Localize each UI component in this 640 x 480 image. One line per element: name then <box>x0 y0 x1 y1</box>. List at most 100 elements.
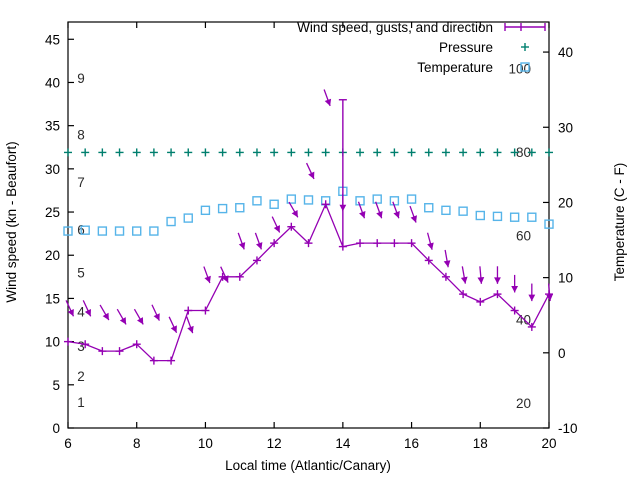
arrow-head <box>308 171 315 179</box>
arrow-head <box>84 308 92 317</box>
temperature-marker <box>132 226 142 236</box>
wind-direction-arrow <box>203 266 211 284</box>
x-tick-label: 20 <box>541 436 556 451</box>
arrow-head <box>339 204 347 212</box>
x-axis-label: Local time (Atlantic/Canary) <box>225 458 391 473</box>
arrow-head <box>546 294 553 302</box>
wind-direction-arrow <box>99 304 110 321</box>
wind-direction-arrow <box>357 201 366 219</box>
temperature-marker <box>406 194 417 204</box>
temperature-marker <box>63 226 73 236</box>
temperature-marker <box>458 206 468 216</box>
y-tick-label: 45 <box>45 32 60 47</box>
temperature-marker <box>544 219 554 229</box>
wind-direction-arrow <box>116 308 127 325</box>
beaufort-label: 9 <box>77 71 85 86</box>
temperature-marker <box>269 199 279 209</box>
temperature-marker <box>303 195 314 205</box>
wind-direction-arrow <box>271 216 281 233</box>
arrow-head <box>376 210 383 219</box>
arrow-head <box>238 242 246 250</box>
legend-label: Pressure <box>439 40 493 55</box>
arrow-head <box>494 277 501 284</box>
arrow-head <box>528 294 536 302</box>
y2-tick-label: 20 <box>558 195 573 210</box>
y-tick-label: 30 <box>45 162 60 177</box>
plot-frame <box>67 21 550 429</box>
y2-tick-label: -10 <box>558 421 578 436</box>
wind-direction-arrow <box>392 201 400 219</box>
arrow-head <box>204 275 211 284</box>
temperature-marker <box>492 211 503 222</box>
y2-tick-label: 40 <box>558 45 573 60</box>
temperature-marker <box>372 194 382 204</box>
x-tick-label: 16 <box>404 436 419 451</box>
arrow-head <box>102 312 109 321</box>
temperature-marker <box>424 203 434 213</box>
y2-tick-label: 30 <box>558 120 573 135</box>
wind-direction-arrow <box>409 205 417 223</box>
y2-axis-ticks: -10 0 10 20 30 40 <box>543 45 578 436</box>
wind-direction-arrow <box>186 316 194 334</box>
y-tick-label: 5 <box>52 378 60 393</box>
fahrenheit-label: 20 <box>516 396 531 411</box>
y2-tick-label: 10 <box>558 271 573 286</box>
y-tick-label: 20 <box>45 248 60 263</box>
plot-border <box>67 21 550 429</box>
temperature-marker <box>441 205 451 216</box>
wind-direction-arrow <box>305 162 315 180</box>
series-wind-speed <box>64 99 553 365</box>
wind-direction-arrow <box>288 201 299 218</box>
temperature-marker <box>114 226 125 236</box>
series-pressure <box>64 148 553 157</box>
wind-direction-arrow <box>254 232 263 250</box>
y-tick-label: 0 <box>52 421 60 436</box>
wind-direction-arrow <box>151 304 160 321</box>
arrow-head <box>359 210 366 219</box>
arrow-head <box>291 209 298 218</box>
y-tick-label: 10 <box>45 335 60 350</box>
wind-direction-arrow <box>494 266 501 284</box>
arrow-head <box>427 242 434 250</box>
temperature-marker <box>475 210 485 221</box>
arrow-head <box>460 276 468 284</box>
beaufort-label: 2 <box>77 369 85 384</box>
beaufort-label: 5 <box>77 266 85 281</box>
wind-direction-arrow <box>546 283 553 302</box>
beaufort-label: 3 <box>77 339 85 354</box>
beaufort-label: 4 <box>77 304 85 319</box>
wind-direction-arrow <box>220 266 229 283</box>
temperature-marker <box>527 212 537 222</box>
temperature-marker <box>80 225 90 235</box>
wind-direction-arrow <box>511 274 519 293</box>
beaufort-label: 8 <box>77 127 85 142</box>
arrow-head <box>153 313 160 321</box>
temperature-marker <box>166 216 176 227</box>
wind-direction-arrow <box>460 266 468 284</box>
y-tick-label: 25 <box>45 205 60 220</box>
wind-direction-arrow <box>528 283 536 302</box>
arrow-head <box>324 98 332 106</box>
y-tick-label: 40 <box>45 75 60 90</box>
arrow-head <box>137 317 144 325</box>
arrow-head <box>410 215 417 223</box>
x-axis-ticks: 6 8 10 12 14 16 18 20 <box>64 22 557 451</box>
wind-direction-arrow <box>323 89 332 107</box>
fahrenheit-label: 40 <box>516 313 531 328</box>
wind-direction-arrows <box>65 89 553 334</box>
legend-label: Temperature <box>417 60 493 75</box>
temperature-marker <box>149 226 159 236</box>
arrow-head <box>443 260 451 268</box>
wind-direction-arrow <box>339 193 347 212</box>
wind-direction-arrow <box>82 300 92 317</box>
x-tick-label: 12 <box>267 436 282 451</box>
wind-direction-arrow <box>477 266 485 284</box>
arrow-head <box>67 308 74 317</box>
temperature-marker <box>217 203 228 214</box>
arrow-head <box>222 275 229 283</box>
wind-direction-arrow <box>426 232 434 250</box>
wind-direction-arrow <box>375 201 383 219</box>
